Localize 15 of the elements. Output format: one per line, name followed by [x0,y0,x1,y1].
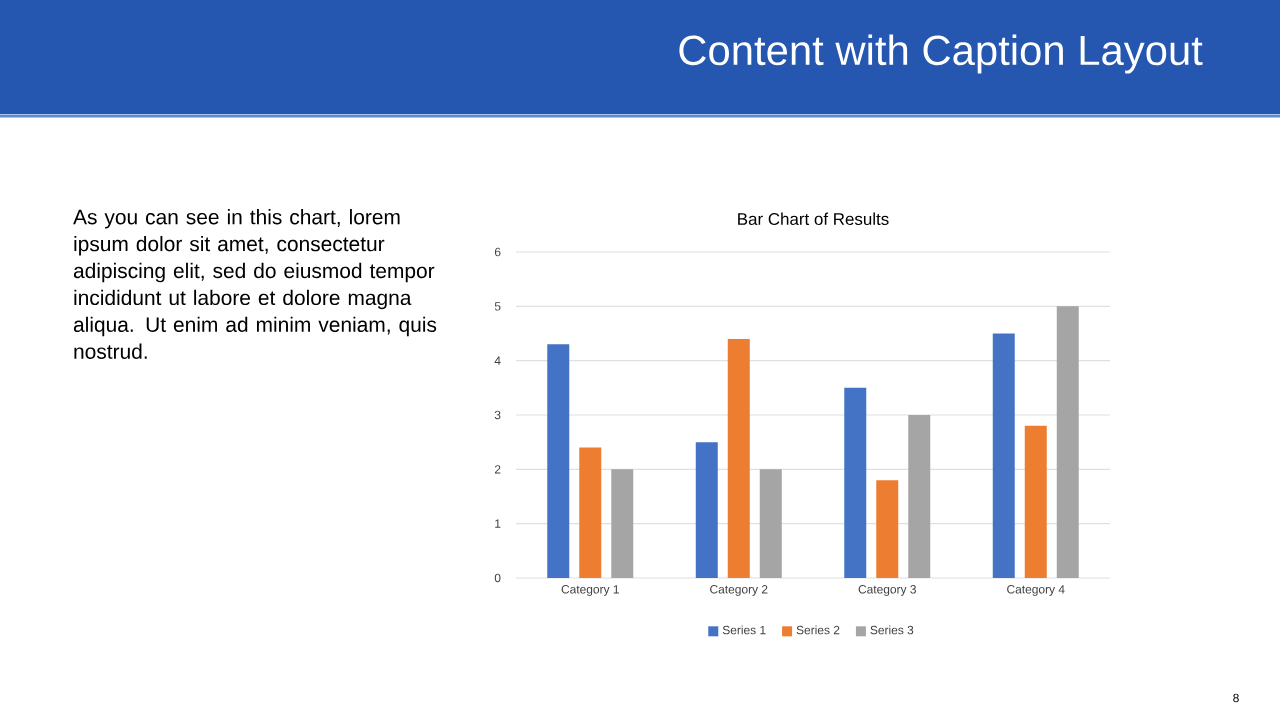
bar [579,447,602,578]
bar [727,338,750,578]
bar [611,469,634,578]
bar [695,442,718,578]
bar [908,415,931,578]
bar [1056,306,1079,578]
bar [992,333,1015,578]
chart-title: Bar Chart of Results [738,212,889,225]
text: As you can see in this chart, lorem ipsum dolor sit amet, consectetur adipiscing elit, sed do eiusmod tempor incididunt ut labore et dolore magna aliqua. Ut enim ad minim veniam, quis nostrud. [73,209,437,359]
bar [1024,425,1047,578]
bar [759,469,782,578]
bar [876,480,899,578]
bar [547,344,570,578]
text: Content with Caption Layout [679,34,1203,74]
bar [844,387,867,578]
